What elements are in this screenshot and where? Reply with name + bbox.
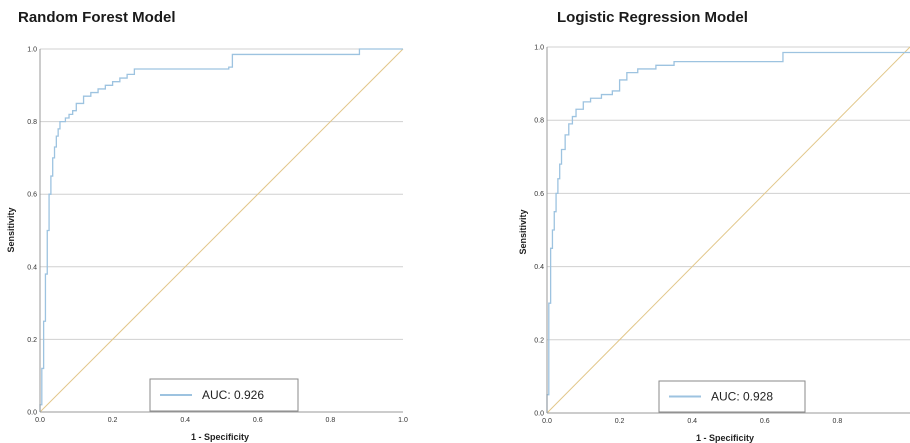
y-tick-label: 0.4 (534, 264, 544, 271)
x-tick-label: 0.8 (833, 418, 843, 425)
x-axis-label: 1 - Specificity (191, 432, 249, 442)
y-tick-label: 0.8 (27, 119, 37, 126)
x-tick-label: 0.4 (180, 417, 190, 424)
y-axis-label: Sensitivity (6, 207, 16, 252)
y-tick-label: 0.8 (534, 118, 544, 125)
reference-diagonal-line (546, 46, 910, 414)
chart-title: Logistic Regression Model (557, 9, 748, 26)
x-axis-label: 1 - Specificity (696, 433, 754, 443)
x-tick-label: 0.2 (615, 418, 625, 425)
x-tick-label: 0.0 (35, 417, 45, 424)
reference-diagonal-line (39, 48, 404, 413)
x-tick-label: 0.0 (542, 418, 552, 425)
y-tick-label: 0.0 (534, 411, 544, 418)
y-tick-label: 0.4 (27, 264, 37, 271)
y-tick-label: 1.0 (534, 45, 544, 52)
y-tick-label: 0.6 (534, 191, 544, 198)
x-tick-label: 0.8 (326, 417, 336, 424)
chart-title: Random Forest Model (18, 9, 176, 26)
x-tick-label: 0.6 (760, 418, 770, 425)
y-tick-label: 0.2 (27, 337, 37, 344)
legend: AUC: 0.926 (149, 378, 299, 412)
x-tick-label: 0.4 (687, 418, 697, 425)
legend-label: AUC: 0.926 (202, 388, 264, 402)
x-tick-label: 0.2 (108, 417, 118, 424)
roc-chart-random-forest: Random Forest Model 0.0 0.2 0.4 0.6 0.8 1.0 0… (6, 9, 408, 442)
legend: AUC: 0.928 (658, 380, 806, 413)
roc-curve-line (39, 48, 403, 412)
x-tick-label: 1.0 (398, 417, 408, 424)
legend-label: AUC: 0.928 (711, 390, 773, 404)
roc-chart-logistic-regression: Logistic Regression Model 0.0 0.2 0.4 0.6 0.… (518, 9, 910, 443)
y-tick-label: 0.2 (534, 337, 544, 344)
roc-curve-line (546, 51, 910, 413)
x-tick-label: 0.6 (253, 417, 263, 424)
y-tick-label: 1.0 (27, 47, 37, 54)
y-axis-label: Sensitivity (518, 209, 528, 254)
y-tick-label: 0.0 (27, 410, 37, 417)
y-tick-label: 0.6 (27, 192, 37, 199)
